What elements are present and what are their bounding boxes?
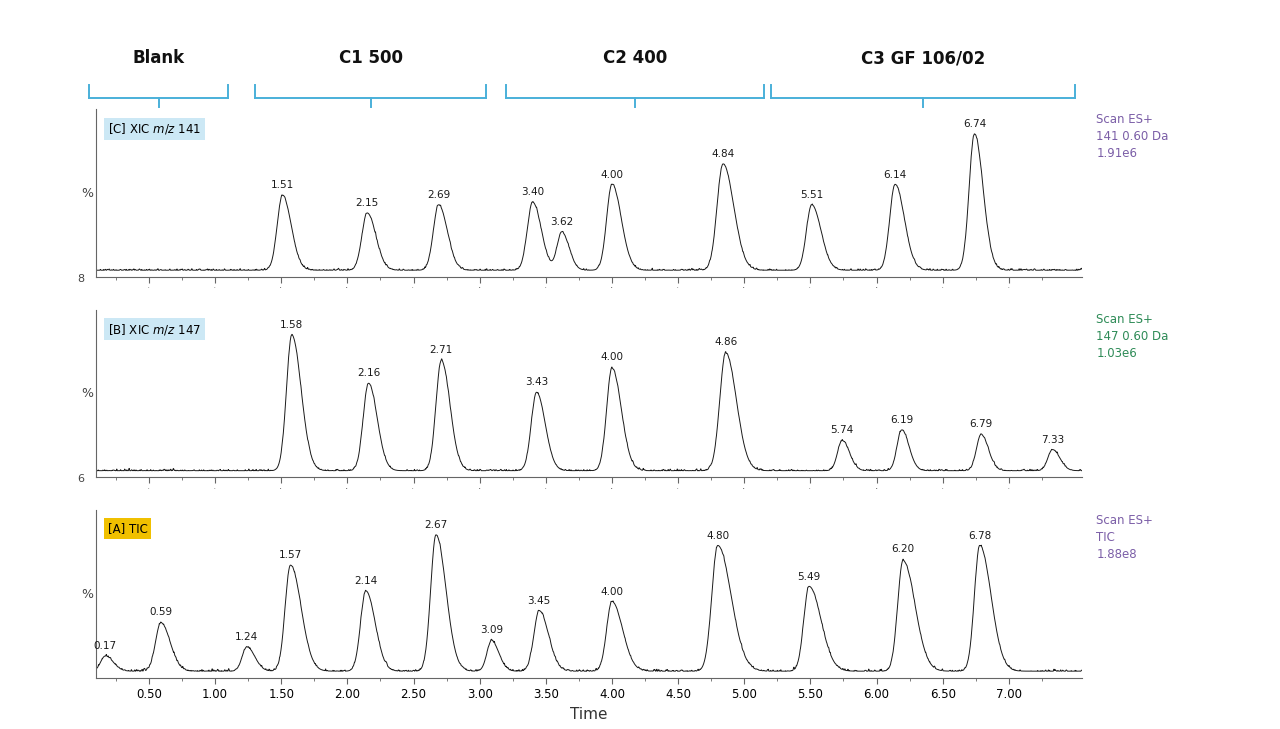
- Text: 4.84: 4.84: [712, 149, 735, 159]
- Text: 3.40: 3.40: [521, 187, 544, 198]
- Text: 3.62: 3.62: [550, 217, 573, 227]
- Text: 4.00: 4.00: [600, 170, 623, 179]
- Text: 3.43: 3.43: [525, 378, 548, 388]
- Text: 3.45: 3.45: [527, 596, 550, 606]
- Text: Scan ES+
141 0.60 Da
1.91e6: Scan ES+ 141 0.60 Da 1.91e6: [1097, 113, 1169, 160]
- Text: [A] TIC: [A] TIC: [108, 522, 147, 535]
- Text: C3 GF 106/02: C3 GF 106/02: [860, 49, 986, 67]
- Text: 6.74: 6.74: [963, 119, 986, 129]
- Text: 2.67: 2.67: [425, 520, 448, 530]
- Text: 3.09: 3.09: [480, 625, 503, 634]
- Y-axis label: %: %: [82, 588, 93, 601]
- Text: 1.58: 1.58: [280, 320, 303, 330]
- Text: 6.79: 6.79: [969, 419, 993, 429]
- Text: 1.51: 1.51: [271, 181, 294, 190]
- X-axis label: Time: Time: [570, 707, 608, 722]
- Text: 5.74: 5.74: [831, 425, 854, 435]
- Text: 1.57: 1.57: [279, 550, 302, 561]
- Text: 2.15: 2.15: [356, 198, 379, 208]
- Text: 5.51: 5.51: [800, 190, 823, 200]
- Text: 0.17: 0.17: [93, 642, 116, 651]
- Text: [C] XIC $\it{m/z}$ 141: [C] XIC $\it{m/z}$ 141: [108, 121, 201, 136]
- Text: Scan ES+
147 0.60 Da
1.03e6: Scan ES+ 147 0.60 Da 1.03e6: [1097, 313, 1169, 360]
- Y-axis label: %: %: [82, 387, 93, 400]
- Text: 6.19: 6.19: [890, 416, 914, 425]
- Text: 5.49: 5.49: [797, 572, 820, 582]
- Text: 2.69: 2.69: [428, 190, 451, 200]
- Text: 2.71: 2.71: [430, 346, 453, 355]
- Text: 7.33: 7.33: [1041, 434, 1064, 445]
- Text: C1 500: C1 500: [338, 49, 402, 67]
- Text: 8: 8: [77, 273, 84, 284]
- Text: 4.86: 4.86: [714, 337, 737, 347]
- Text: 4.00: 4.00: [600, 352, 623, 362]
- Text: 2.16: 2.16: [357, 368, 380, 378]
- Text: [B] XIC $\it{m/z}$ 147: [B] XIC $\it{m/z}$ 147: [108, 321, 201, 337]
- Text: Scan ES+
TIC
1.88e8: Scan ES+ TIC 1.88e8: [1097, 514, 1153, 561]
- Text: 6.20: 6.20: [891, 545, 915, 555]
- Y-axis label: %: %: [82, 187, 93, 200]
- Text: C2 400: C2 400: [603, 49, 667, 67]
- Text: 0.59: 0.59: [150, 607, 173, 617]
- Text: 2.14: 2.14: [355, 576, 378, 586]
- Text: 1.24: 1.24: [236, 632, 259, 642]
- Text: 6.14: 6.14: [883, 170, 906, 179]
- Text: 6.78: 6.78: [968, 531, 991, 541]
- Text: 6: 6: [77, 474, 84, 484]
- Text: 4.00: 4.00: [600, 587, 623, 597]
- Text: 4.80: 4.80: [707, 531, 730, 541]
- Text: Blank: Blank: [133, 49, 184, 67]
